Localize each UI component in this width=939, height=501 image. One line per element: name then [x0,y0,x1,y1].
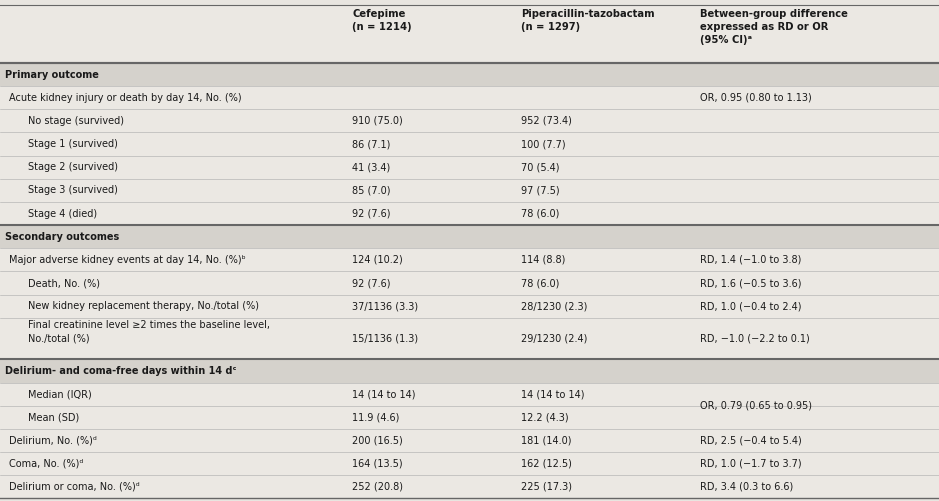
Bar [0,225,939,248]
Text: 86 (7.1): 86 (7.1) [352,139,391,149]
Text: 41 (3.4): 41 (3.4) [352,162,391,172]
Text: Piperacillin-tazobactam
(n = 1297): Piperacillin-tazobactam (n = 1297) [521,9,654,32]
Text: 29/1230 (2.4): 29/1230 (2.4) [521,334,588,344]
Text: OR, 0.79 (0.65 to 0.95): OR, 0.79 (0.65 to 0.95) [700,401,811,411]
Text: 14 (14 to 14): 14 (14 to 14) [352,389,416,399]
Bar [0,295,939,318]
Text: OR, 0.95 (0.80 to 1.13): OR, 0.95 (0.80 to 1.13) [700,93,811,103]
Text: 910 (75.0): 910 (75.0) [352,116,403,126]
Text: 37/1136 (3.3): 37/1136 (3.3) [352,301,418,311]
Bar [0,86,939,109]
Text: RD, 2.5 (−0.4 to 5.4): RD, 2.5 (−0.4 to 5.4) [700,435,801,445]
Text: 92 (7.6): 92 (7.6) [352,278,391,288]
Text: Cefepime
(n = 1214): Cefepime (n = 1214) [352,9,411,32]
Text: 28/1230 (2.3): 28/1230 (2.3) [521,301,588,311]
Bar [0,109,939,132]
Text: 164 (13.5): 164 (13.5) [352,459,403,469]
Bar [0,156,939,179]
Text: RD, 1.6 (−0.5 to 3.6): RD, 1.6 (−0.5 to 3.6) [700,278,801,288]
Text: Between-group difference
expressed as RD or OR
(95% CI)ᵃ: Between-group difference expressed as RD… [700,9,847,46]
Text: 100 (7.7): 100 (7.7) [521,139,566,149]
Text: Secondary outcomes: Secondary outcomes [5,231,119,241]
Text: 252 (20.8): 252 (20.8) [352,482,403,492]
Text: Stage 1 (survived): Stage 1 (survived) [28,139,118,149]
Text: 181 (14.0): 181 (14.0) [521,435,572,445]
Text: Death, No. (%): Death, No. (%) [28,278,100,288]
Text: 97 (7.5): 97 (7.5) [521,185,560,195]
Text: Mean (SD): Mean (SD) [28,412,80,422]
Bar [0,383,939,406]
Text: 78 (6.0): 78 (6.0) [521,278,560,288]
Text: Stage 3 (survived): Stage 3 (survived) [28,185,118,195]
Text: 952 (73.4): 952 (73.4) [521,116,572,126]
Bar [0,5,939,63]
Text: 12.2 (4.3): 12.2 (4.3) [521,412,569,422]
Bar [0,475,939,498]
Text: Stage 2 (survived): Stage 2 (survived) [28,162,118,172]
Text: 124 (10.2): 124 (10.2) [352,255,403,265]
Text: RD, 1.0 (−0.4 to 2.4): RD, 1.0 (−0.4 to 2.4) [700,301,801,311]
Text: No stage (survived): No stage (survived) [28,116,124,126]
Bar [0,429,939,452]
Text: 70 (5.4): 70 (5.4) [521,162,560,172]
Text: Coma, No. (%)ᵈ: Coma, No. (%)ᵈ [9,459,84,469]
Bar [0,248,939,272]
Bar [0,202,939,225]
Text: 92 (7.6): 92 (7.6) [352,208,391,218]
Text: RD, 1.0 (−1.7 to 3.7): RD, 1.0 (−1.7 to 3.7) [700,459,801,469]
Text: RD, −1.0 (−2.2 to 0.1): RD, −1.0 (−2.2 to 0.1) [700,334,809,344]
Bar [0,132,939,156]
Text: Delirium, No. (%)ᵈ: Delirium, No. (%)ᵈ [9,435,98,445]
Text: Major adverse kidney events at day 14, No. (%)ᵇ: Major adverse kidney events at day 14, N… [9,255,246,265]
Text: 85 (7.0): 85 (7.0) [352,185,391,195]
Text: RD, 3.4 (0.3 to 6.6): RD, 3.4 (0.3 to 6.6) [700,482,793,492]
Text: Median (IQR): Median (IQR) [28,389,92,399]
Text: Final creatinine level ≥2 times the baseline level,
No./total (%): Final creatinine level ≥2 times the base… [28,320,270,344]
Bar [0,63,939,86]
Text: New kidney replacement therapy, No./total (%): New kidney replacement therapy, No./tota… [28,301,259,311]
Bar [0,452,939,475]
Text: Stage 4 (died): Stage 4 (died) [28,208,98,218]
Text: 78 (6.0): 78 (6.0) [521,208,560,218]
Text: 11.9 (4.6): 11.9 (4.6) [352,412,399,422]
Text: 200 (16.5): 200 (16.5) [352,435,403,445]
Bar [0,318,939,360]
Bar [0,179,939,202]
Bar [0,360,939,383]
Text: Delirium or coma, No. (%)ᵈ: Delirium or coma, No. (%)ᵈ [9,482,140,492]
Text: RD, 1.4 (−1.0 to 3.8): RD, 1.4 (−1.0 to 3.8) [700,255,801,265]
Bar [0,272,939,295]
Text: Primary outcome: Primary outcome [5,70,99,80]
Text: 14 (14 to 14): 14 (14 to 14) [521,389,585,399]
Text: 15/1136 (1.3): 15/1136 (1.3) [352,334,418,344]
Bar [0,406,939,429]
Text: Acute kidney injury or death by day 14, No. (%): Acute kidney injury or death by day 14, … [9,93,242,103]
Text: 114 (8.8): 114 (8.8) [521,255,565,265]
Text: 162 (12.5): 162 (12.5) [521,459,572,469]
Text: Delirium- and coma-free days within 14 dᶜ: Delirium- and coma-free days within 14 d… [5,366,237,376]
Text: 225 (17.3): 225 (17.3) [521,482,572,492]
